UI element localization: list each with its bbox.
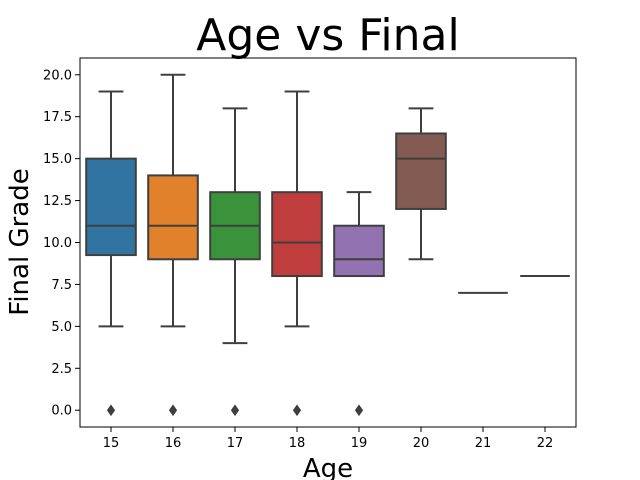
x-tick-label: 22 xyxy=(537,436,554,451)
box-16 xyxy=(147,174,199,261)
x-tick-label: 18 xyxy=(289,436,306,451)
x-tick-label: 19 xyxy=(351,436,368,451)
y-tick-label: 20.0 xyxy=(43,68,72,83)
box-18 xyxy=(271,191,323,278)
y-tick-label: 17.5 xyxy=(43,110,72,125)
y-tick-label: 7.5 xyxy=(51,278,72,293)
x-tick-label: 16 xyxy=(165,436,182,451)
box-19 xyxy=(333,224,385,278)
y-axis-label: Final Grade xyxy=(5,168,35,315)
outlier-point xyxy=(230,404,240,417)
y-tick-label: 0.0 xyxy=(51,404,72,419)
y-tick-label: 12.5 xyxy=(43,194,72,209)
plot-area: 0.0 2.5 5.0 7.5 10.0 12.5 15.0 17.5 20.0 15 16 17 18… xyxy=(43,68,570,451)
x-tick-label: 17 xyxy=(227,436,244,451)
outlier-point xyxy=(168,404,178,417)
chart-title: Age vs Final xyxy=(196,10,459,61)
y-tick-label: 15.0 xyxy=(43,152,72,167)
plot-frame xyxy=(79,57,577,428)
x-tick-label: 20 xyxy=(413,436,430,451)
x-tick-label: 21 xyxy=(475,436,492,451)
x-axis-label: Age xyxy=(303,454,353,480)
y-tick-label: 5.0 xyxy=(51,320,72,335)
box-15 xyxy=(85,157,137,257)
y-tick-label: 2.5 xyxy=(51,362,72,377)
outlier-point xyxy=(354,404,364,417)
box-20 xyxy=(395,132,447,210)
outlier-point xyxy=(106,404,116,417)
x-tick-label: 15 xyxy=(103,436,120,451)
outlier-point xyxy=(292,404,302,417)
y-tick-label: 10.0 xyxy=(43,236,72,251)
